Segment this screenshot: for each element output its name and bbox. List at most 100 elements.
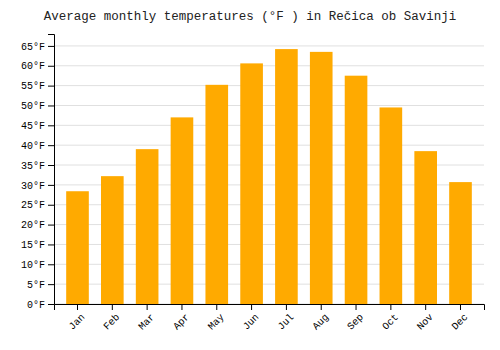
x-tick-label: Dec bbox=[450, 312, 471, 333]
bar bbox=[275, 49, 298, 304]
bar bbox=[414, 151, 437, 304]
x-tick: Jan bbox=[67, 304, 88, 332]
x-tick-label: Jun bbox=[241, 312, 262, 333]
y-tick-label: 60°F bbox=[21, 61, 45, 72]
y-tick-label: 50°F bbox=[21, 101, 45, 112]
y-tick-mark bbox=[48, 145, 54, 146]
bar bbox=[449, 182, 472, 304]
x-tick: Dec bbox=[450, 304, 471, 332]
y-tick-label: 5°F bbox=[27, 280, 45, 291]
y-tick: 15°F bbox=[21, 240, 54, 251]
y-tick-mark bbox=[48, 125, 54, 126]
x-tick-mark bbox=[286, 304, 287, 310]
grid bbox=[54, 46, 484, 304]
grid-line bbox=[54, 105, 484, 106]
bar bbox=[136, 149, 159, 304]
y-tick-mark bbox=[48, 304, 54, 305]
y-tick-mark bbox=[48, 86, 54, 87]
y-tick-label: 0°F bbox=[27, 300, 45, 311]
x-tick-mark bbox=[460, 304, 461, 310]
y-tick: 65°F bbox=[21, 42, 54, 53]
x-tick-mark bbox=[181, 304, 182, 310]
y-tick: 25°F bbox=[21, 200, 54, 211]
y-tick: 0°F bbox=[27, 300, 54, 311]
y-tick-mark bbox=[48, 185, 54, 186]
x-axis: Jan Feb Mar Apr May Jun Jul Aug Sep Oct Nov Dec bbox=[55, 304, 485, 332]
bars bbox=[66, 49, 472, 304]
bar bbox=[345, 76, 368, 304]
y-axis: 0°F 5°F 10°F 15°F 20°F 25°F 30°F 35°F 40°F 45°F 50… bbox=[21, 35, 55, 311]
x-tick: Jul bbox=[276, 304, 297, 332]
y-tick: 50°F bbox=[21, 101, 54, 112]
grid-line bbox=[54, 65, 484, 66]
bar bbox=[310, 52, 333, 304]
y-tick-mark bbox=[48, 264, 54, 265]
x-tick-mark bbox=[216, 304, 217, 310]
x-tick: Oct bbox=[380, 304, 401, 332]
y-tick-label: 45°F bbox=[21, 121, 45, 132]
x-tick-mark bbox=[77, 304, 78, 310]
y-tick-mark bbox=[48, 225, 54, 226]
y-tick-label: 30°F bbox=[21, 181, 45, 192]
y-tick: 40°F bbox=[21, 141, 54, 152]
y-tick: 10°F bbox=[21, 260, 54, 271]
y-tick-mark bbox=[48, 66, 54, 67]
y-tick: 5°F bbox=[27, 280, 54, 291]
grid-line bbox=[54, 85, 484, 86]
x-tick: Feb bbox=[102, 304, 123, 332]
x-tick-mark bbox=[147, 304, 148, 310]
x-axis-line bbox=[55, 305, 485, 311]
y-tick-mark bbox=[48, 46, 54, 47]
y-tick-label: 15°F bbox=[21, 240, 45, 251]
x-tick-label: Nov bbox=[415, 312, 436, 333]
y-tick-label: 20°F bbox=[21, 220, 45, 231]
y-tick-label: 10°F bbox=[21, 260, 45, 271]
y-tick: 55°F bbox=[21, 81, 54, 92]
x-tick: Jun bbox=[241, 304, 262, 332]
bar bbox=[240, 63, 263, 304]
y-axis-line bbox=[48, 35, 55, 305]
x-tick: May bbox=[206, 304, 227, 332]
x-tick: Apr bbox=[171, 304, 192, 332]
y-tick: 20°F bbox=[21, 220, 54, 231]
y-tick-label: 40°F bbox=[21, 141, 45, 152]
x-tick: Nov bbox=[415, 304, 436, 332]
y-tick-mark bbox=[48, 205, 54, 206]
bar bbox=[171, 117, 194, 304]
plot: Jan Feb Mar Apr May Jun Jul Aug Sep Oct Nov Dec 0°F 5… bbox=[21, 35, 485, 333]
bar bbox=[101, 176, 124, 304]
x-tick-label: Apr bbox=[171, 312, 192, 333]
y-tick-mark bbox=[48, 105, 54, 106]
x-tick-mark bbox=[251, 304, 252, 310]
x-tick: Sep bbox=[345, 304, 366, 332]
x-tick-mark bbox=[390, 304, 391, 310]
x-tick-mark bbox=[112, 304, 113, 310]
y-tick-mark bbox=[48, 284, 54, 285]
y-tick-label: 55°F bbox=[21, 81, 45, 92]
y-tick-mark bbox=[48, 165, 54, 166]
y-tick-label: 35°F bbox=[21, 161, 45, 172]
grid-line bbox=[54, 45, 484, 46]
x-tick-label: Mar bbox=[137, 312, 158, 333]
x-tick-label: Aug bbox=[311, 312, 332, 333]
y-tick: 30°F bbox=[21, 181, 54, 192]
x-tick-label: Jan bbox=[67, 312, 88, 333]
grid-line bbox=[54, 145, 484, 146]
title: Average monthly temperatures (°F ) in Re… bbox=[44, 10, 457, 24]
bar bbox=[205, 85, 228, 304]
y-tick: 35°F bbox=[21, 161, 54, 172]
x-tick-label: May bbox=[206, 312, 227, 333]
grid-line bbox=[54, 125, 484, 126]
y-tick: 60°F bbox=[21, 61, 54, 72]
y-tick-label: 25°F bbox=[21, 200, 45, 211]
chart: Average monthly temperatures (°F ) in Re… bbox=[0, 0, 500, 350]
x-tick-mark bbox=[425, 304, 426, 310]
x-tick: Mar bbox=[137, 304, 158, 332]
x-tick-mark bbox=[321, 304, 322, 310]
y-tick: 45°F bbox=[21, 121, 54, 132]
y-tick-label: 65°F bbox=[21, 42, 45, 53]
x-tick-label: Feb bbox=[102, 312, 123, 333]
bar bbox=[380, 107, 403, 304]
x-tick: Aug bbox=[311, 304, 332, 332]
bar bbox=[66, 191, 89, 304]
